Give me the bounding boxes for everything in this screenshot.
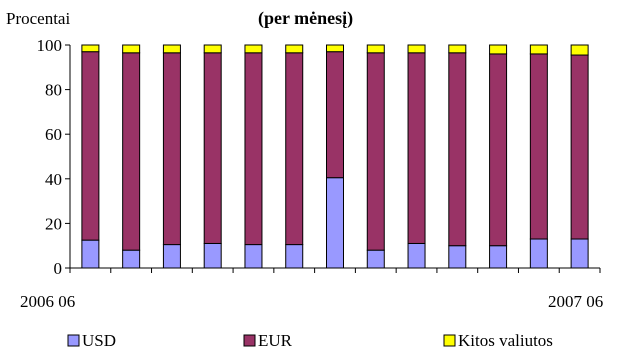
- bar-segment-usd: [448, 245, 467, 269]
- y-tick-label: 100: [37, 36, 63, 55]
- plot-area: 0 20 40 60 80 100: [37, 36, 601, 278]
- bar-segment-usd: [366, 249, 385, 269]
- y-axis-label: Procentai: [6, 9, 70, 28]
- legend: USD EUR Kitos valiutos: [67, 331, 553, 350]
- bar-segment-kitos-valiutos: [81, 44, 100, 53]
- bar-segment-usd: [285, 244, 304, 269]
- bar-segment-usd: [407, 242, 426, 269]
- bar-segment-eur: [448, 52, 467, 247]
- bar-segment-eur: [529, 53, 548, 240]
- legend-swatch-eur: [243, 334, 256, 347]
- legend-swatch-usd: [67, 334, 80, 347]
- bar-segment-kitos-valiutos: [489, 44, 508, 55]
- bar-segment-kitos-valiutos: [529, 44, 548, 55]
- bar-segment-eur: [162, 52, 181, 246]
- bar-segment-kitos-valiutos: [448, 44, 467, 54]
- bar-segment-kitos-valiutos: [244, 44, 263, 54]
- bar-segment-usd: [122, 249, 141, 269]
- bar-segment-eur: [366, 52, 385, 251]
- chart-title: (per mėnesį): [258, 8, 353, 29]
- bar-segment-usd: [244, 244, 263, 269]
- y-tick-label: 80: [45, 81, 62, 100]
- bar-segment-eur: [407, 52, 426, 244]
- legend-label-eur: EUR: [258, 331, 293, 350]
- bar-segment-kitos-valiutos: [122, 44, 141, 54]
- bar-segment-eur: [81, 51, 100, 241]
- legend-swatch-kitos-valiutos: [443, 334, 456, 347]
- bar-segment-kitos-valiutos: [407, 44, 426, 54]
- bar-segment-eur: [203, 52, 222, 244]
- bar-segment-eur: [489, 53, 508, 247]
- bar-segment-usd: [489, 245, 508, 269]
- y-tick-label: 20: [45, 214, 62, 233]
- bar-segment-usd: [529, 238, 548, 269]
- x-start-label: 2006 06: [20, 292, 75, 311]
- x-end-label: 2007 06: [548, 292, 603, 311]
- bar-segment-eur: [570, 54, 589, 240]
- bar-segment-usd: [203, 242, 222, 269]
- bar-segment-eur: [244, 52, 263, 246]
- bar-segment-usd: [326, 177, 344, 269]
- bar-segment-usd: [570, 238, 589, 269]
- bar-segment-kitos-valiutos: [326, 44, 344, 53]
- bar-segment-kitos-valiutos: [203, 44, 222, 54]
- bar-segment-eur: [122, 52, 141, 251]
- bar-segment-usd: [162, 244, 181, 269]
- bar-segment-kitos-valiutos: [162, 44, 181, 54]
- bar-segment-eur: [326, 51, 344, 179]
- legend-label-usd: USD: [82, 331, 116, 350]
- y-tick-label: 40: [45, 170, 62, 189]
- bar-segment-kitos-valiutos: [570, 44, 589, 56]
- bar-segment-kitos-valiutos: [366, 44, 385, 54]
- y-tick-label: 60: [45, 125, 62, 144]
- bar-segment-eur: [285, 52, 304, 246]
- bar-segment-usd: [81, 239, 100, 269]
- bar-segment-kitos-valiutos: [285, 44, 304, 54]
- legend-label-kitos-valiutos: Kitos valiutos: [458, 331, 553, 350]
- y-tick-label: 0: [54, 259, 63, 278]
